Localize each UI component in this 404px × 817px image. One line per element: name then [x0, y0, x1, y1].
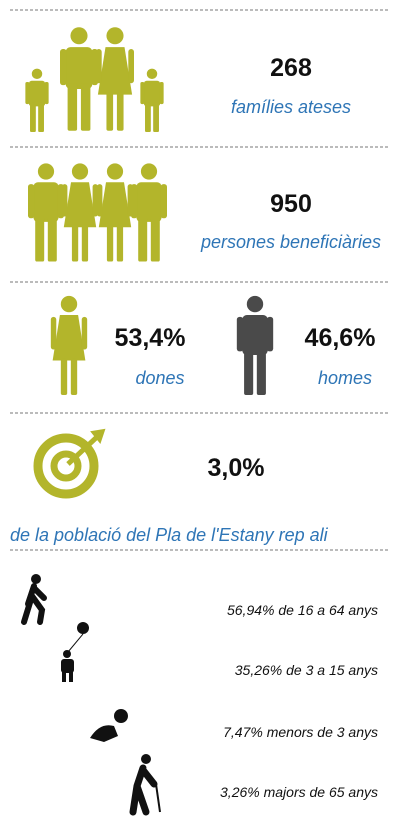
family-icon	[25, 27, 164, 132]
age-row: 3,26% majors de 65 anys	[220, 784, 378, 800]
men-value: 46,6%	[305, 324, 376, 352]
baby-icon	[90, 709, 128, 742]
persons-icon	[28, 163, 167, 262]
woman-icon	[50, 295, 88, 395]
adult-icon	[21, 574, 47, 625]
separators	[10, 9, 388, 551]
population-value: 3,0%	[208, 454, 265, 482]
families-label: famílies ateses	[231, 97, 351, 117]
man-icon	[236, 295, 274, 395]
age-row: 7,47% menors de 3 anys	[223, 724, 378, 740]
age-row: 56,94% de 16 a 64 anys	[227, 602, 378, 618]
child-icon	[61, 622, 89, 682]
elder-icon	[129, 754, 161, 816]
target-icon	[33, 428, 106, 499]
men-label: homes	[318, 368, 372, 388]
age-icons	[21, 574, 161, 816]
population-label: de la població del Pla de l'Estany rep a…	[10, 525, 329, 545]
women-value: 53,4%	[115, 324, 186, 352]
persons-value: 950	[270, 190, 312, 218]
families-value: 268	[270, 54, 312, 82]
persons-label: persones beneficiàries	[200, 232, 381, 252]
age-row: 35,26% de 3 a 15 anys	[235, 662, 378, 678]
women-label: dones	[135, 368, 184, 388]
